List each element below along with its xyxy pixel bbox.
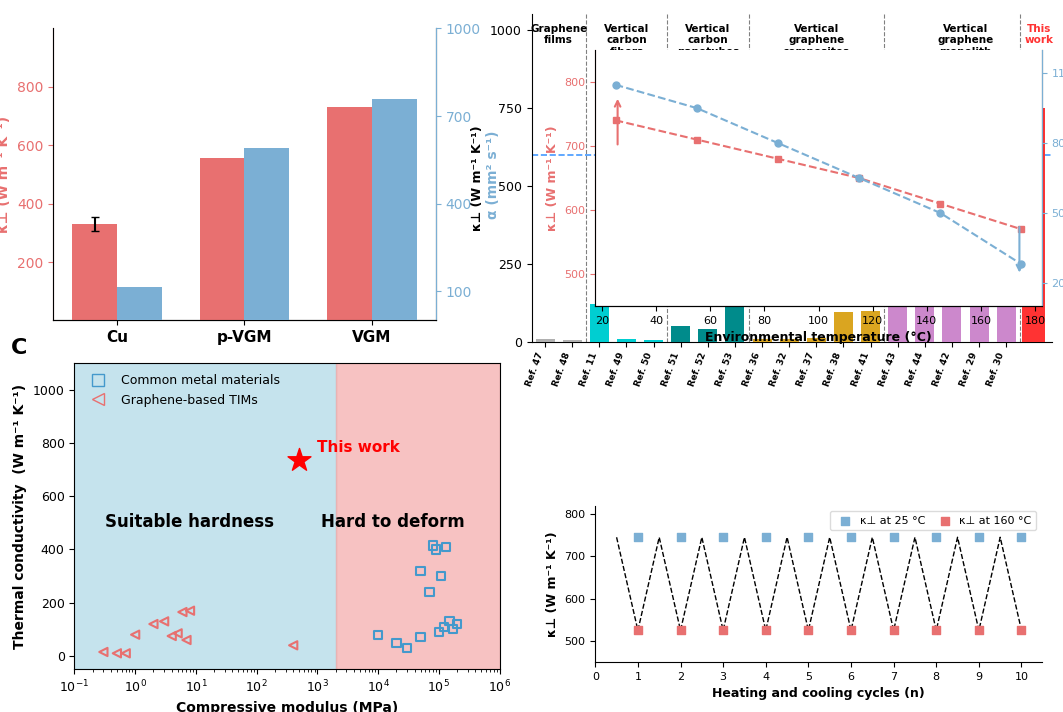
Bar	[753, 339, 772, 342]
Point	[117, 648, 134, 659]
Point	[178, 634, 195, 646]
Point	[182, 605, 199, 617]
κ⊥ at 25 °C	[629, 532, 646, 543]
κ⊥ at 160 °C	[757, 624, 774, 636]
κ⊥ at 160 °C	[672, 624, 689, 636]
κ⊥ at 160 °C	[1013, 624, 1030, 636]
Legend: κ⊥ at 25 °C, κ⊥ at 160 °C: κ⊥ at 25 °C, κ⊥ at 160 °C	[829, 511, 1036, 530]
Y-axis label: κ⊥ (W m⁻¹ K⁻¹): κ⊥ (W m⁻¹ K⁻¹)	[0, 116, 12, 233]
X-axis label: Heating and cooling cycles (n): Heating and cooling cycles (n)	[712, 688, 925, 701]
Point	[437, 541, 454, 553]
Point	[145, 618, 162, 629]
Y-axis label: α (mm² s⁻¹): α (mm² s⁻¹)	[486, 130, 501, 219]
Point	[412, 565, 429, 577]
κ⊥ at 25 °C	[843, 532, 860, 543]
Point	[155, 616, 172, 627]
Bar	[725, 301, 744, 342]
Text: This
work: This work	[1025, 23, 1053, 45]
Bar	[336, 363, 500, 669]
Point	[174, 607, 191, 618]
Point	[399, 642, 416, 654]
Point	[444, 624, 461, 635]
Y-axis label: Thermal conductivity  (W m⁻¹ K⁻¹): Thermal conductivity (W m⁻¹ K⁻¹)	[13, 384, 28, 649]
Bar	[617, 339, 636, 342]
Bar	[644, 340, 663, 342]
κ⊥ at 160 °C	[799, 624, 816, 636]
Point	[285, 639, 302, 651]
Point	[427, 544, 444, 555]
Bar	[889, 290, 907, 342]
κ⊥ at 25 °C	[714, 532, 731, 543]
κ⊥ at 25 °C	[799, 532, 816, 543]
Y-axis label: κ⊥ (W m⁻¹ K⁻¹): κ⊥ (W m⁻¹ K⁻¹)	[546, 125, 559, 231]
Bar	[969, 292, 989, 342]
Point	[126, 629, 144, 640]
κ⊥ at 160 °C	[885, 624, 902, 636]
κ⊥ at 160 °C	[714, 624, 731, 636]
Bar	[72, 224, 117, 320]
Text: Suitable hardness: Suitable hardness	[105, 513, 273, 531]
Bar	[943, 155, 962, 342]
κ⊥ at 25 °C	[672, 532, 689, 543]
Point	[435, 621, 452, 632]
X-axis label: Compressive modulus (MPa): Compressive modulus (MPa)	[175, 701, 399, 712]
Bar	[915, 254, 934, 342]
κ⊥ at 160 °C	[928, 624, 945, 636]
Bar	[997, 284, 1016, 342]
Bar	[200, 158, 244, 320]
Bar	[117, 287, 162, 320]
Bar	[327, 108, 372, 320]
κ⊥ at 25 °C	[928, 532, 945, 543]
Point	[290, 454, 307, 466]
κ⊥ at 25 °C	[971, 532, 988, 543]
Point	[431, 627, 448, 638]
κ⊥ at 25 °C	[885, 532, 902, 543]
Legend: Common metal materials, Graphene-based TIMs: Common metal materials, Graphene-based T…	[81, 370, 285, 412]
Point	[421, 587, 438, 598]
Text: Vertical
carbon
fibers: Vertical carbon fibers	[604, 23, 649, 57]
X-axis label: Environmental temperature (°C): Environmental temperature (°C)	[705, 332, 932, 345]
κ⊥ at 160 °C	[843, 624, 860, 636]
Point	[441, 616, 458, 627]
Bar	[834, 312, 853, 342]
Bar	[780, 339, 798, 342]
Bar	[861, 310, 880, 342]
Point	[370, 629, 387, 640]
κ⊥ at 25 °C	[757, 532, 774, 543]
Y-axis label: κ⊥ (W m⁻¹ K⁻¹): κ⊥ (W m⁻¹ K⁻¹)	[471, 125, 485, 231]
Y-axis label: κ⊥ (W m⁻¹ K⁻¹): κ⊥ (W m⁻¹ K⁻¹)	[546, 531, 559, 637]
Point	[412, 632, 429, 643]
Bar	[372, 98, 417, 320]
Bar	[74, 363, 336, 669]
Text: C: C	[11, 338, 27, 358]
Text: This work: This work	[318, 440, 401, 455]
Text: Hard to deform: Hard to deform	[321, 513, 466, 531]
Text: Vertical
graphene
composites: Vertical graphene composites	[782, 23, 850, 57]
Bar	[244, 148, 289, 320]
Bar	[562, 340, 581, 342]
Bar	[698, 329, 718, 342]
κ⊥ at 160 °C	[629, 624, 646, 636]
Bar	[1022, 108, 1045, 342]
Point	[424, 540, 441, 551]
Point	[164, 630, 181, 642]
Bar	[536, 339, 555, 342]
Point	[449, 618, 466, 629]
Text: Vertical
carbon
nanotubes: Vertical carbon nanotubes	[677, 23, 739, 57]
Point	[433, 570, 450, 582]
κ⊥ at 160 °C	[971, 624, 988, 636]
Bar	[807, 338, 826, 342]
Text: Vertical
graphene
monolith: Vertical graphene monolith	[938, 23, 994, 57]
Point	[108, 648, 125, 659]
Point	[169, 628, 186, 639]
Bar	[590, 304, 609, 342]
Point	[95, 646, 112, 658]
Bar	[671, 326, 690, 342]
Point	[388, 637, 405, 649]
κ⊥ at 25 °C	[1013, 532, 1030, 543]
Text: Graphene
films: Graphene films	[530, 23, 587, 45]
